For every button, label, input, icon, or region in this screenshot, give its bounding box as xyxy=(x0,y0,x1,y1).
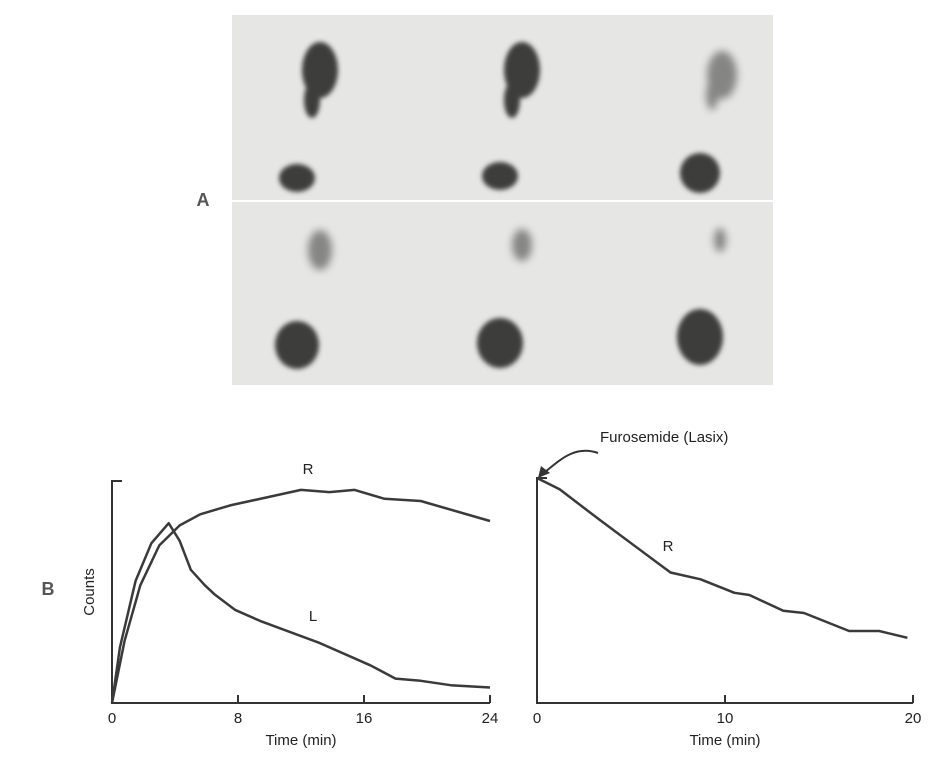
series-label: R xyxy=(303,461,314,478)
arrow-head xyxy=(538,466,550,478)
annotation: Furosemide (Lasix) xyxy=(600,429,728,446)
series-label: L xyxy=(309,608,317,625)
annotation-arrow xyxy=(544,449,599,473)
series-line xyxy=(110,488,491,704)
axis-line xyxy=(536,477,913,704)
panel-label: A xyxy=(197,190,210,210)
x-tick-label: 0 xyxy=(533,710,541,727)
panel-label: B xyxy=(42,579,55,599)
series-line xyxy=(110,521,491,704)
x-axis-label: Time (min) xyxy=(265,732,336,749)
x-tick-label: 20 xyxy=(905,710,922,727)
x-tick-label: 10 xyxy=(717,710,734,727)
series-line xyxy=(536,476,908,640)
x-tick-label: 0 xyxy=(108,710,116,727)
x-tick-label: 16 xyxy=(356,710,373,727)
axis-line xyxy=(111,480,490,704)
scan-image xyxy=(232,15,773,385)
x-axis-label: Time (min) xyxy=(689,732,760,749)
x-tick-label: 8 xyxy=(234,710,242,727)
x-tick-label: 24 xyxy=(482,710,499,727)
y-axis-label: Counts xyxy=(81,568,98,616)
series-label: R xyxy=(663,538,674,555)
